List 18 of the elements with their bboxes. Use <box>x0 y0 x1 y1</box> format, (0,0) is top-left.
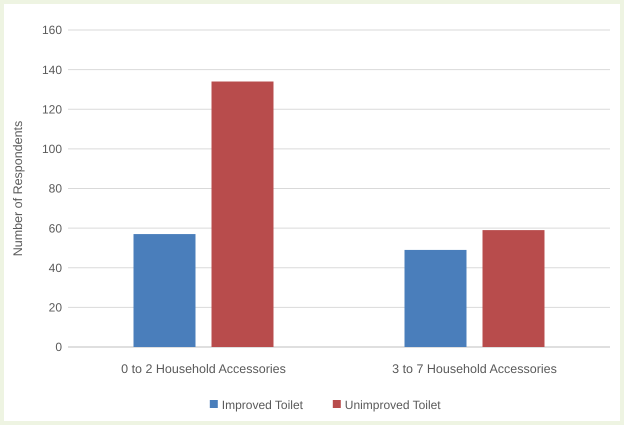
y-tick-label: 120 <box>42 102 62 116</box>
y-tick-label: 140 <box>42 62 62 77</box>
legend-label: Unimproved Toilet <box>344 398 442 412</box>
bar <box>134 234 196 347</box>
x-tick-label: 3 to 7 Household Accessories <box>392 362 557 376</box>
y-tick-label: 80 <box>48 182 62 196</box>
bar <box>482 230 544 347</box>
y-tick-label: 100 <box>42 142 62 156</box>
bar <box>404 250 466 347</box>
x-tick-label: 0 to 2 Household Accessories <box>121 362 286 376</box>
y-tick-label: 60 <box>48 221 62 236</box>
legend-label: Improved Toilet <box>222 398 304 412</box>
y-tick-label: 0 <box>55 340 62 354</box>
y-tick-label: 160 <box>42 23 62 38</box>
bar <box>212 82 274 347</box>
y-axis-title: Number of Respondents <box>11 120 25 256</box>
y-tick-label: 40 <box>48 260 62 275</box>
y-tick-label: 20 <box>48 300 62 315</box>
